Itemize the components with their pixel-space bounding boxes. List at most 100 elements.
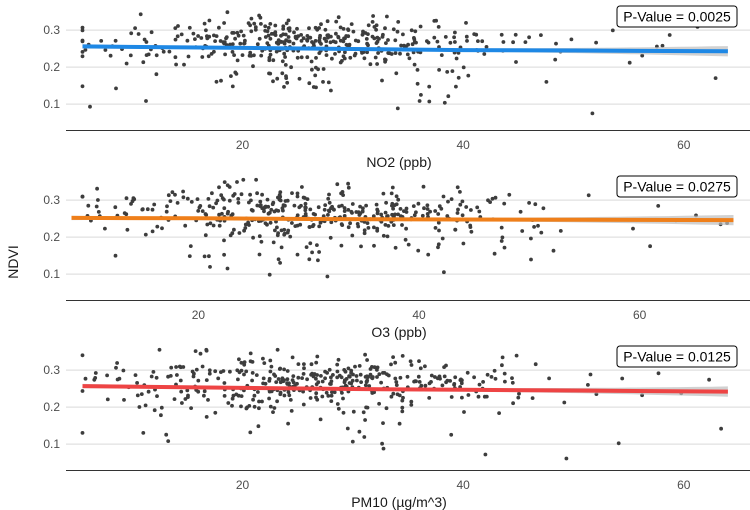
data-point — [412, 379, 416, 384]
data-point — [367, 384, 372, 388]
data-point — [381, 371, 385, 375]
data-point — [278, 261, 282, 265]
data-point — [173, 192, 177, 197]
data-point — [251, 64, 255, 69]
data-point — [440, 236, 445, 241]
data-point — [317, 224, 322, 229]
data-point — [453, 227, 458, 232]
data-point — [176, 24, 180, 28]
data-point — [404, 206, 409, 211]
data-point — [356, 224, 361, 229]
data-point — [202, 393, 206, 398]
data-point — [185, 38, 190, 43]
data-point — [331, 207, 336, 212]
data-point — [303, 213, 308, 218]
data-point — [297, 205, 302, 210]
data-point — [299, 33, 303, 37]
data-point — [527, 35, 531, 40]
data-point — [397, 421, 402, 426]
data-point — [453, 40, 457, 44]
data-point — [284, 21, 289, 26]
data-point — [394, 194, 399, 199]
data-point — [257, 399, 261, 404]
data-point — [529, 257, 533, 262]
data-point — [365, 405, 370, 410]
data-point — [476, 394, 481, 399]
data-point — [362, 56, 367, 61]
data-point — [446, 94, 451, 99]
data-point — [93, 376, 98, 380]
data-point — [290, 221, 294, 225]
data-point — [497, 411, 501, 415]
data-point — [667, 33, 672, 37]
data-point — [205, 222, 210, 227]
data-point — [276, 377, 281, 381]
data-point — [80, 25, 85, 30]
data-point — [480, 39, 485, 44]
data-point — [214, 79, 219, 84]
data-point — [189, 406, 194, 410]
data-point — [341, 54, 346, 59]
data-point — [516, 395, 521, 400]
data-point — [301, 402, 306, 407]
data-point — [311, 223, 316, 227]
data-point — [135, 381, 140, 385]
data-point — [295, 26, 299, 31]
data-point — [411, 204, 416, 209]
data-point — [383, 26, 387, 31]
data-point — [386, 38, 390, 42]
data-point — [362, 231, 367, 236]
data-point — [372, 25, 377, 29]
data-point — [143, 403, 148, 408]
data-point — [395, 392, 400, 397]
data-point — [406, 242, 411, 247]
data-point — [458, 190, 462, 194]
data-point — [333, 52, 337, 56]
data-point — [249, 29, 254, 34]
data-point — [282, 393, 287, 398]
data-point — [396, 212, 400, 217]
data-point — [469, 208, 473, 212]
data-point — [133, 26, 138, 30]
data-point — [259, 22, 263, 26]
data-point — [459, 377, 463, 382]
data-point — [443, 35, 448, 39]
data-point — [656, 371, 661, 376]
data-point — [128, 53, 133, 58]
data-point — [398, 207, 403, 211]
data-point — [269, 364, 274, 369]
data-point — [335, 369, 340, 374]
data-point — [232, 227, 236, 232]
data-point — [280, 376, 285, 381]
data-point — [152, 202, 157, 207]
data-point — [482, 52, 487, 56]
data-point — [155, 394, 159, 398]
data-point — [222, 252, 227, 257]
data-point — [255, 191, 259, 196]
data-point — [416, 201, 421, 206]
data-point — [230, 231, 235, 236]
data-point — [426, 252, 431, 257]
data-point — [261, 376, 266, 381]
data-point — [203, 212, 208, 216]
data-point — [193, 349, 198, 353]
data-point — [276, 209, 281, 213]
data-point — [222, 197, 226, 202]
data-point — [198, 204, 203, 208]
data-point — [423, 364, 427, 369]
data-point — [173, 26, 178, 30]
data-point — [337, 204, 341, 209]
data-point — [329, 399, 334, 403]
data-point — [80, 84, 85, 89]
data-point — [275, 233, 280, 238]
data-point — [420, 213, 425, 218]
data-point — [267, 396, 271, 401]
scatter-points — [80, 177, 729, 279]
data-point — [493, 376, 498, 381]
data-point — [336, 357, 341, 362]
data-point — [433, 226, 438, 230]
data-point — [392, 203, 397, 208]
data-point — [217, 185, 221, 190]
data-point — [280, 71, 285, 76]
data-point — [295, 381, 299, 386]
